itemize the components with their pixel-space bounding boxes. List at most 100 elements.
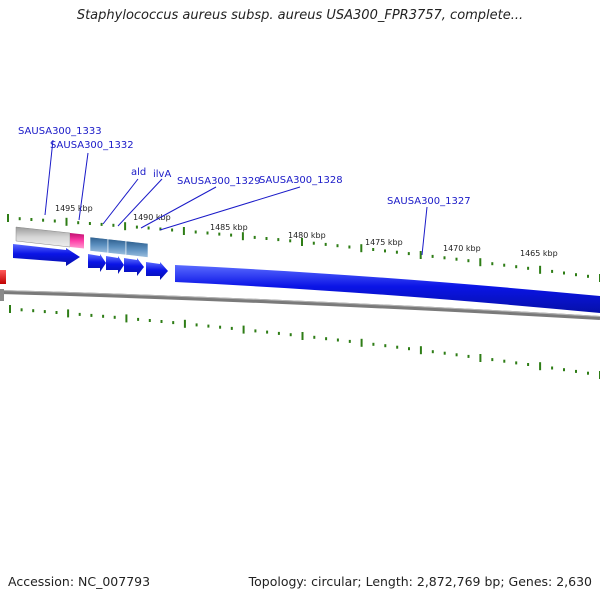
leader-line-1329 (140, 186, 217, 229)
gene-arrow-5[interactable] (146, 262, 168, 280)
gene-track-forward (13, 244, 600, 313)
scale-labels: 1495 kbp 1490 kbp 1485 kbp 1480 kbp 1475… (55, 204, 558, 258)
gene-arrow-1[interactable] (13, 244, 80, 266)
scale-label-1490: 1490 kbp (133, 213, 171, 222)
gene-block-steel-1[interactable] (89, 236, 109, 254)
outer-scale-tick (218, 232, 221, 236)
gene-arrow-long[interactable] (175, 265, 600, 313)
inner-scale-tick (431, 350, 434, 354)
leader-line-1332 (78, 152, 89, 221)
outer-scale-tick (467, 259, 470, 263)
scale-label-1480: 1480 kbp (288, 231, 326, 240)
inner-scale-tick (20, 308, 23, 312)
accession-text: Accession: NC_007793 (8, 574, 151, 589)
inner-scale-tick (348, 339, 351, 343)
inner-scale-tick (254, 329, 257, 333)
inner-scale-tick (32, 309, 35, 313)
inner-scale-tick (90, 313, 93, 317)
inner-scale-tick (289, 333, 292, 337)
outer-scale-tick (88, 222, 91, 225)
inner-scale-tick (336, 338, 339, 342)
gene-arrow-3[interactable] (106, 256, 124, 274)
inner-scale-tick (360, 338, 363, 347)
gene-label-sausa300-1332[interactable]: SAUSA300_1332 (50, 140, 134, 151)
genome-backbone (0, 290, 600, 320)
inner-scale-tick (102, 314, 105, 318)
outer-scale-tick (407, 252, 410, 256)
inner-scale-tick (325, 337, 328, 341)
inner-scale-tick (67, 309, 70, 318)
inner-scale-tick (587, 371, 589, 375)
inner-scale-ring (9, 305, 600, 379)
outer-scale-tick (384, 249, 386, 253)
gene-arrow-4[interactable] (124, 258, 144, 276)
outer-scale-tick (551, 269, 554, 273)
genome-backbone-highlight (0, 290, 600, 317)
leader-line-1333 (44, 139, 54, 216)
gene-block-steel-2[interactable] (107, 238, 127, 256)
inner-scale-tick (313, 335, 316, 339)
inner-scale-tick (242, 325, 245, 334)
gene-label-sausa300-1333[interactable]: SAUSA300_1333 (18, 126, 102, 137)
inner-scale-tick (9, 305, 11, 313)
outer-scale-tick (431, 254, 434, 258)
scale-label-1465: 1465 kbp (520, 249, 558, 258)
inner-scale-tick (55, 311, 58, 314)
outer-scale-tick (324, 242, 327, 246)
gene-reverse-red[interactable] (0, 270, 6, 284)
inner-scale-tick (277, 331, 280, 335)
outer-scale-tick (42, 218, 45, 222)
outer-scale-tick (53, 219, 56, 223)
gene-block-steel-3[interactable] (125, 240, 149, 258)
inner-scale-tick (160, 320, 163, 323)
outer-scale-tick (253, 235, 256, 239)
inner-scale-tick (230, 326, 233, 330)
outer-scale-tick (206, 231, 209, 235)
inner-scale-tick (491, 358, 494, 362)
inner-scale-tick (575, 369, 577, 373)
outer-scale-tick (312, 241, 315, 245)
gene-labels: SAUSA300_1333 SAUSA300_1332 ald ilvA SAU… (18, 126, 471, 207)
inner-scale-tick (515, 361, 518, 365)
inner-scale-tick (408, 347, 410, 351)
scale-label-1470: 1470 kbp (443, 244, 481, 253)
gene-label-ald[interactable]: ald (131, 167, 146, 178)
gene-label-sausa300-1329[interactable]: SAUSA300_1329 (177, 176, 261, 187)
scale-label-1495: 1495 kbp (55, 204, 93, 213)
gene-reverse-gray[interactable] (0, 289, 4, 301)
map-title: Staphylococcus aureus subsp. aureus USA3… (76, 8, 524, 23)
inner-scale-tick (467, 354, 470, 358)
gene-block-pink[interactable] (70, 233, 84, 249)
inner-scale-tick (384, 344, 387, 348)
inner-scale-tick (43, 310, 46, 314)
gene-label-ilva[interactable]: ilvA (153, 169, 171, 180)
outer-scale-tick (230, 233, 233, 237)
scale-label-1485: 1485 kbp (210, 223, 248, 232)
inner-scale-tick (419, 346, 422, 355)
inner-scale-tick (137, 317, 140, 321)
inner-scale-tick (443, 351, 446, 355)
gene-arrow-2[interactable] (88, 254, 106, 272)
outer-scale-tick (301, 238, 303, 246)
outer-scale-tick (515, 265, 518, 269)
outer-scale-tick (135, 225, 138, 229)
outer-scale-tick (65, 217, 68, 226)
outer-scale-tick (182, 227, 185, 235)
outer-scale-tick (18, 217, 21, 221)
outer-scale-tick (159, 227, 162, 231)
inner-scale-tick (527, 363, 530, 366)
outer-scale-tick (539, 265, 542, 274)
outer-scale-tick (360, 244, 363, 253)
outer-scale-tick (372, 248, 375, 251)
gene-label-sausa300-1328[interactable]: SAUSA300_1328 (259, 175, 343, 186)
outer-scale-tick (30, 218, 33, 221)
gene-label-sausa300-1327[interactable]: SAUSA300_1327 (387, 196, 471, 207)
outer-scale-tick (527, 266, 530, 270)
inner-scale-tick (113, 315, 116, 319)
leader-line-1327 (421, 206, 428, 256)
outer-scale-tick (7, 214, 9, 222)
outer-scale-tick (336, 244, 339, 248)
gene-block-gray[interactable] (15, 226, 71, 248)
outer-scale-tick (112, 223, 115, 227)
